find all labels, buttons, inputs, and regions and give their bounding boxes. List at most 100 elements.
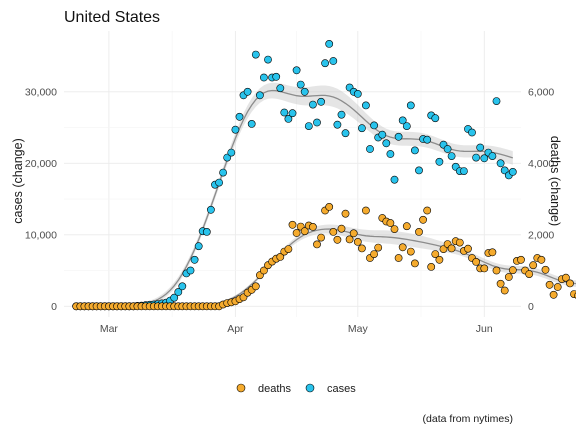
point-deaths [517,255,525,264]
point-cases [406,101,415,110]
y-left-tick-label: 0 [51,301,57,313]
point-deaths [492,266,501,275]
point-cases [468,128,476,137]
point-deaths [415,227,423,236]
point-deaths [292,229,301,237]
point-deaths [333,235,342,244]
point-deaths [398,243,407,252]
point-cases [223,153,232,162]
smooth-line-cases [76,89,514,307]
legend: deaths cases [236,383,356,395]
point-cases [415,166,423,175]
point-cases [333,120,342,129]
point-deaths [431,250,440,258]
point-deaths [496,279,505,288]
point-cases [272,72,281,81]
point-deaths [251,282,260,291]
point-deaths [500,286,509,295]
point-deaths [402,222,411,231]
y-left-tick-label: 20,000 [25,158,57,170]
point-cases [202,227,211,236]
point-cases [247,120,256,128]
point-deaths [276,252,285,261]
point-deaths [361,206,370,215]
point-deaths [553,283,562,291]
point-cases [296,80,305,89]
point-cases [447,152,456,160]
point-cases [480,154,489,163]
x-tick-label: Jun [476,323,493,335]
x-tick-label: Mar [100,323,119,335]
point-cases [492,97,501,105]
y-right-tick-label: 6,000 [528,86,554,98]
point-cases [366,145,374,153]
point-cases [288,109,297,118]
point-cases [170,293,179,302]
point-cases [215,178,223,187]
point-deaths [410,259,419,268]
point-cases [231,125,240,134]
point-deaths [464,244,472,253]
point-cases [508,167,517,176]
point-cases [390,175,399,184]
y-left-tick-label: 30,000 [25,86,57,98]
point-cases [313,118,321,127]
point-deaths [313,240,321,249]
point-deaths [537,255,546,264]
point-deaths [504,273,513,281]
legend-label-deaths: deaths [258,383,292,395]
chart-title: United States [64,9,160,26]
point-cases [304,122,313,130]
axes: Mar Apr May Jun 0 10,000 20,000 30,000 0 2,000 4,0… [25,86,555,335]
x-tick-label: Apr [227,323,244,335]
point-deaths [488,248,497,257]
point-cases [308,100,317,109]
point-deaths [300,227,309,236]
y-axis-right-title: deaths (change) [548,136,562,226]
y-left-tick-label: 10,000 [25,229,57,241]
point-deaths [406,247,415,256]
point-cases [300,87,309,96]
point-deaths [284,245,293,253]
point-cases [410,146,419,155]
point-deaths [341,209,350,218]
point-cases [443,145,452,153]
legend-key-deaths [236,383,246,393]
point-cases [382,139,391,148]
point-deaths [329,227,338,236]
point-cases [500,166,509,175]
smooth-band-deaths [76,224,576,307]
point-deaths [472,257,480,266]
point-cases [178,282,187,291]
point-deaths [562,273,570,282]
point-deaths [435,255,444,264]
y-axis-left-title: cases (change) [11,138,25,223]
point-cases [174,288,183,296]
point-deaths [374,243,383,252]
y-right-tick-label: 2,000 [528,229,554,241]
point-cases [317,97,325,106]
point-cases [435,157,444,166]
data-points [72,40,576,311]
point-cases [496,159,505,168]
point-cases [329,57,338,65]
point-deaths [370,250,378,258]
point-cases [186,266,195,275]
point-cases [370,121,378,130]
point-deaths [549,290,558,299]
point-deaths [345,235,354,244]
point-cases [325,40,334,48]
smooth-lines [76,89,576,307]
point-cases [219,168,227,177]
point-cases [386,150,395,158]
point-deaths [566,279,574,288]
point-deaths [541,265,550,274]
point-deaths [525,270,534,278]
point-deaths [447,244,456,253]
point-cases [472,153,480,162]
x-tick-label: May [348,323,369,335]
point-cases [353,90,362,98]
point-cases [227,148,236,157]
point-deaths [394,254,403,262]
